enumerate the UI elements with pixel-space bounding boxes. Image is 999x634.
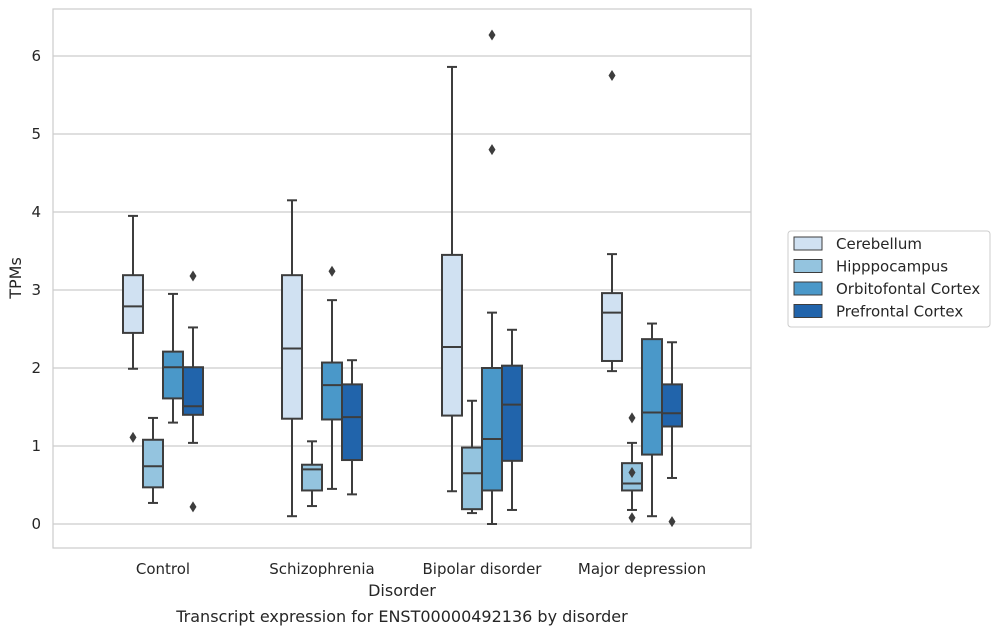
box-groups [122,29,683,528]
box-iqr [461,446,483,511]
box-2-3 [641,322,663,518]
legend-label: Cerebellum [836,235,922,253]
x-tick-label: Major depression [578,560,706,578]
outlier-point [189,270,197,282]
legend-label: Prefrontal Cortex [836,303,963,321]
plot-area-frame [52,8,752,549]
box-2-1 [321,265,343,490]
box-iqr [661,383,683,428]
outlier-point [488,144,496,156]
y-tick-label: 5 [31,125,41,143]
y-axis-ticks: 0 1 2 3 4 5 6 [31,47,41,533]
chart-caption: Transcript expression for ENST0000049213… [175,607,628,626]
box-1-1 [301,440,323,508]
x-tick-label: Control [136,560,190,578]
box-iqr [441,253,463,417]
box-3-1 [341,359,363,496]
outlier-point [129,431,137,443]
box-iqr [601,292,623,362]
y-tick-label: 6 [31,47,41,65]
y-tick-label: 0 [31,515,41,533]
legend-label: Hipppocampus [836,258,948,276]
y-axis-title: TPMs [6,257,25,300]
box-iqr [341,383,363,462]
box-2-0 [162,292,184,424]
x-tick-label: Bipolar disorder [423,560,543,578]
y-tick-label: 1 [31,437,41,455]
x-axis-ticks: Control Schizophrenia Bipolar disorder Majo… [136,560,706,578]
box-1-0 [142,416,164,504]
outlier-point [628,467,636,479]
legend-label: Orbitofontal Cortex [836,280,980,298]
box-0-2 [441,65,463,493]
box-iqr [162,350,184,400]
box-iqr [182,366,204,416]
box-iqr [501,364,523,462]
box-iqr [481,367,503,492]
outlier-point [628,412,636,424]
legend-swatch [793,236,823,251]
box-1-3 [621,412,643,524]
x-axis-title: Disorder [368,581,436,600]
box-iqr [321,361,343,421]
outlier-point [628,512,636,524]
box-2-2 [481,29,503,525]
legend-frame [787,230,991,328]
box-iqr [301,463,323,492]
legend-swatch [793,304,823,318]
legend-swatch [793,281,823,296]
legend-swatch [793,259,823,273]
y-tick-label: 3 [31,281,41,299]
x-tick-label: Schizophrenia [269,560,374,578]
box-iqr [122,274,144,334]
box-3-3 [661,341,683,528]
outlier-point [488,29,496,41]
box-3-0 [182,270,204,513]
y-tick-label: 4 [31,203,41,221]
box-iqr [281,274,303,420]
legend: Cerebellum Hipppocampus Orbitofontal Corte… [787,230,991,328]
outlier-point [608,70,616,81]
outlier-point [328,265,336,277]
outlier-point [189,501,197,513]
box-3-2 [501,328,523,511]
box-0-0 [122,214,144,443]
box-iqr [641,338,663,456]
box-0-1 [281,199,303,518]
outlier-point [668,516,676,528]
box-0-3 [601,70,623,373]
y-tick-label: 2 [31,359,41,377]
box-iqr [142,438,164,489]
